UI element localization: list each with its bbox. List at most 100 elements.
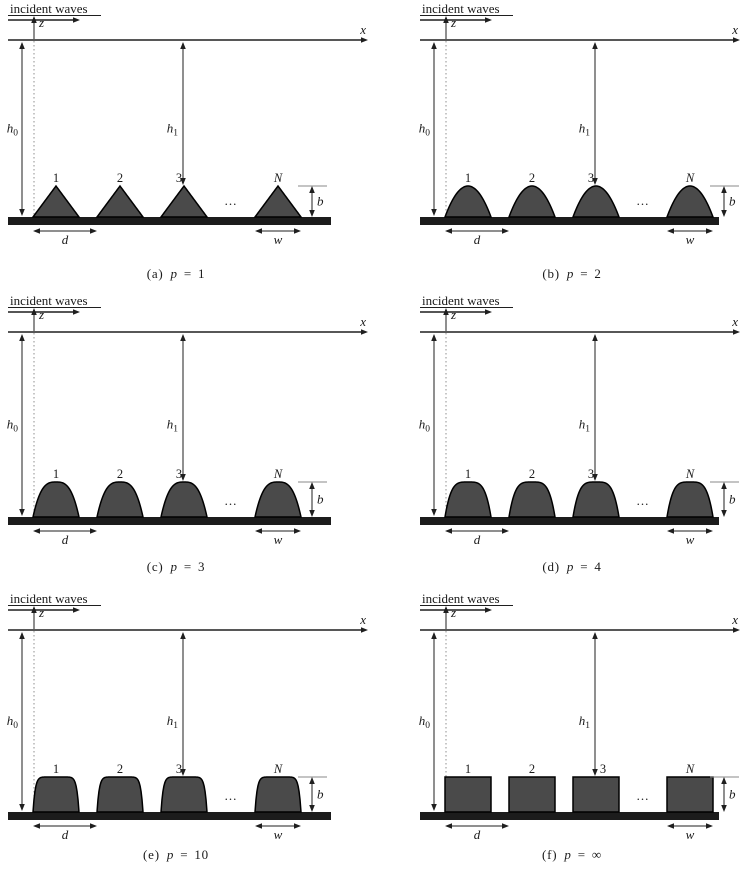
panel-caption: (e) p = 10 (143, 847, 209, 862)
bump-1-label: 1 (53, 467, 59, 481)
h1-label: h1 (167, 713, 179, 731)
bump-N-label: N (685, 467, 695, 481)
b-label: b (317, 492, 324, 507)
h1-arrowhead-bottom (592, 769, 598, 776)
bump-N (666, 481, 714, 518)
h0-arrowhead-top (19, 334, 25, 341)
panel-a: incident waves z x 1 2 3 N... h0 h1 b d w (a) p = 1 (0, 0, 373, 290)
x-axis-label: x (731, 314, 738, 329)
bump-3-label: 3 (588, 171, 594, 185)
bump-3-label: 3 (176, 762, 182, 776)
bump-3-label: 3 (600, 762, 606, 776)
d-arrowhead-right (502, 228, 509, 234)
panel-caption: (c) p = 3 (147, 559, 206, 574)
d-label: d (474, 232, 481, 247)
h1-label: h1 (579, 417, 591, 435)
w-label: w (686, 532, 695, 547)
w-arrowhead-right (706, 228, 713, 234)
x-axis-label: x (359, 314, 366, 329)
b-arrowhead-bottom (721, 805, 727, 812)
incident-waves-arrowhead (485, 309, 492, 315)
bump-N-label: N (685, 762, 695, 776)
x-axis-label: x (731, 612, 738, 627)
d-label: d (474, 827, 481, 842)
bump-2 (507, 185, 557, 218)
d-arrowhead-left (33, 823, 40, 829)
bump-2-label: 2 (117, 171, 123, 185)
bump-N (253, 184, 303, 218)
h0-arrowhead-top (431, 334, 437, 341)
h1-label: h1 (579, 713, 591, 731)
h1-arrowhead-top (180, 42, 186, 49)
bump-1-label: 1 (53, 171, 59, 185)
h0-arrowhead-bottom (19, 804, 25, 811)
h1-arrowhead-top (592, 42, 598, 49)
w-arrowhead-left (667, 528, 674, 534)
panel-b: incident waves z x 1 2 3 N... h0 h1 b d w (b) p = 2 (373, 0, 746, 290)
bump-2-label: 2 (117, 762, 123, 776)
b-arrowhead-bottom (309, 210, 315, 217)
x-axis-arrowhead (733, 37, 740, 43)
x-axis-arrowhead (361, 37, 368, 43)
b-arrowhead-bottom (721, 210, 727, 217)
panel-caption: (b) p = 2 (542, 266, 601, 281)
bump-3 (160, 776, 208, 813)
incident-waves-arrowhead (485, 17, 492, 23)
d-arrowhead-right (90, 528, 97, 534)
bump-1-label: 1 (465, 762, 471, 776)
bump-N (254, 776, 302, 813)
w-arrowhead-left (255, 823, 262, 829)
x-axis-arrowhead (361, 627, 368, 633)
bump-2 (508, 776, 556, 813)
h0-label: h0 (419, 713, 431, 731)
bump-1-label: 1 (53, 762, 59, 776)
incident-waves-label: incident waves (10, 591, 88, 606)
w-arrowhead-right (294, 823, 301, 829)
panel-e: incident waves z x 1 2 3 N... h0 h1 b d w (e) p = 10 (0, 580, 373, 869)
b-label: b (729, 492, 736, 507)
bump-N (666, 776, 714, 813)
incident-waves-label: incident waves (422, 1, 500, 16)
d-arrowhead-right (90, 228, 97, 234)
z-axis-label: z (450, 15, 456, 30)
w-arrowhead-left (667, 823, 674, 829)
x-axis-arrowhead (733, 627, 740, 633)
d-arrowhead-left (33, 528, 40, 534)
d-arrowhead-right (90, 823, 97, 829)
h0-arrowhead-bottom (19, 509, 25, 516)
bump-1 (32, 481, 80, 518)
h1-arrowhead-top (180, 334, 186, 341)
z-axis-label: z (38, 307, 44, 322)
w-label: w (686, 232, 695, 247)
d-label: d (62, 232, 69, 247)
h0-arrowhead-top (19, 42, 25, 49)
z-axis-label: z (38, 605, 44, 620)
d-arrowhead-left (33, 228, 40, 234)
z-axis-label: z (38, 15, 44, 30)
w-arrowhead-left (667, 228, 674, 234)
bump-2 (508, 481, 556, 518)
z-axis-arrowhead (443, 606, 449, 613)
h1-arrowhead-bottom (180, 769, 186, 776)
b-label: b (317, 194, 324, 209)
h0-arrowhead-bottom (431, 509, 437, 516)
bump-2 (95, 184, 145, 218)
seabed-bar (420, 217, 719, 225)
bump-1 (31, 184, 81, 218)
h0-label: h0 (419, 121, 431, 139)
h1-arrowhead-bottom (180, 474, 186, 481)
z-axis-label: z (450, 307, 456, 322)
panel-d: incident waves z x 1 2 3 N... h0 h1 b d w (d) p = 4 (373, 290, 746, 580)
x-axis-label: x (731, 22, 738, 37)
x-axis-arrowhead (361, 329, 368, 335)
h1-label: h1 (167, 121, 179, 139)
z-axis-arrowhead (443, 308, 449, 315)
h0-arrowhead-top (431, 632, 437, 639)
h0-label: h0 (7, 417, 19, 435)
z-axis-label: z (450, 605, 456, 620)
panel-f: incident waves z x 1 2 3 N... h0 h1 b d w (f) p = ∞ (373, 580, 746, 869)
incident-waves-arrowhead (73, 309, 80, 315)
